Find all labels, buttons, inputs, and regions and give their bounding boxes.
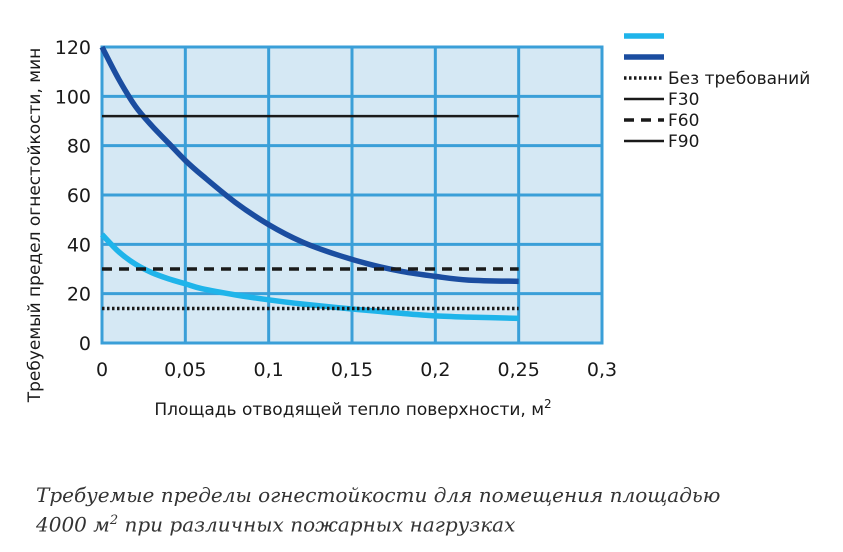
caption-superscript: 2 <box>109 513 119 528</box>
grid <box>100 45 604 345</box>
caption-line-1: Требуемые пределы огнестойкости для поме… <box>36 483 721 507</box>
y-axis-label: Требуемый предел огнестойкости, мин <box>25 48 45 404</box>
y-axis-ticks: 0 20 40 60 80 100 120 <box>55 37 91 355</box>
x-axis-label: Площадь отводящей тепло поверхности, м2 <box>154 397 551 420</box>
legend-label: Без требований <box>668 69 810 89</box>
x-axis-ticks: 0 0,05 0,1 0,15 0,2 0,25 0,3 <box>96 359 617 381</box>
series-line-1 <box>100 232 519 322</box>
x-tick-label: 0,3 <box>587 359 617 381</box>
x-tick-label: 0,05 <box>164 359 206 381</box>
y-tick-label: 20 <box>67 284 91 306</box>
x-tick-label: 0,1 <box>254 359 284 381</box>
series-layer <box>99 45 519 322</box>
y-tick-label: 80 <box>67 136 91 158</box>
figure-caption: Требуемые пределы огнестойкости для поме… <box>36 483 826 538</box>
fire-resistance-chart: 0 0,05 0,1 0,15 0,2 0,25 0,3 0 20 40 60 80 100 120 Б… <box>25 33 810 420</box>
x-tick-label: 0,25 <box>498 359 540 381</box>
y-tick-label: 60 <box>67 185 91 207</box>
legend-label: F90 <box>668 132 699 152</box>
x-tick-label: 0 <box>96 359 108 381</box>
y-tick-label: 0 <box>79 333 91 355</box>
caption-line-2-start: 4000 м <box>36 512 110 537</box>
caption-line-2-end: при различных пожарных нагрузках <box>118 512 516 537</box>
y-tick-label: 40 <box>67 234 91 256</box>
y-tick-label: 120 <box>55 37 91 59</box>
y-tick-label: 100 <box>55 86 91 108</box>
x-tick-label: 0,15 <box>331 359 373 381</box>
legend-label: F60 <box>668 111 699 131</box>
legend-label: F30 <box>668 90 699 110</box>
x-tick-label: 0,2 <box>420 359 450 381</box>
